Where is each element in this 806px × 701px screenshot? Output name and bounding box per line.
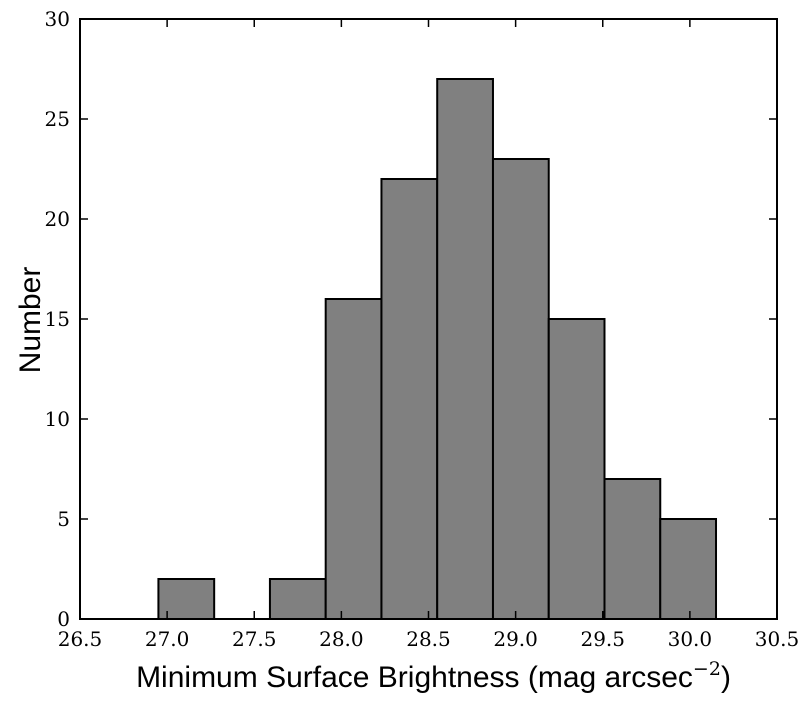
histogram-bar xyxy=(659,518,718,620)
histogram-bar xyxy=(436,78,494,620)
y-tick-label: 10 xyxy=(45,407,70,431)
x-axis-title-main: Minimum Surface Brightness (mag arcsec xyxy=(136,661,693,694)
plot-frame xyxy=(79,18,778,620)
y-tick-label: 20 xyxy=(45,207,70,231)
histogram-bar xyxy=(547,318,606,620)
x-tick-label: 29.5 xyxy=(580,627,625,651)
x-tick-label: 26.5 xyxy=(58,627,103,651)
y-tick-label: 5 xyxy=(57,507,70,531)
x-axis-title-superscript: −2 xyxy=(693,658,721,680)
tick-labels-group: 26.5 27.0 27.5 28.0 28.5 29.0 29.5 30.0 30.5 0 5 10… xyxy=(45,7,800,651)
x-tick-label: 28.5 xyxy=(406,627,451,651)
y-tick-label: 30 xyxy=(45,7,70,31)
histogram-bar xyxy=(603,478,662,620)
histogram-bar xyxy=(491,158,550,620)
bars-group xyxy=(157,78,718,620)
y-axis-title: Number xyxy=(14,267,47,374)
x-tick-label: 30.5 xyxy=(755,627,800,651)
y-tick-label: 15 xyxy=(45,307,70,331)
x-tick-label: 28.0 xyxy=(319,627,364,651)
x-tick-label: 30.0 xyxy=(668,627,713,651)
x-tick-label: 27.0 xyxy=(145,627,190,651)
x-tick-label: 29.0 xyxy=(493,627,538,651)
x-axis-title: Minimum Surface Brightness (mag arcsec−2… xyxy=(136,658,731,694)
x-tick-label: 27.5 xyxy=(232,627,277,651)
histogram-bar xyxy=(380,178,439,620)
y-tick-label: 0 xyxy=(57,607,70,631)
x-axis-title-close: ) xyxy=(721,661,731,694)
histogram-bar xyxy=(268,578,327,620)
y-tick-label: 25 xyxy=(45,107,70,131)
histogram-bar xyxy=(324,298,383,620)
